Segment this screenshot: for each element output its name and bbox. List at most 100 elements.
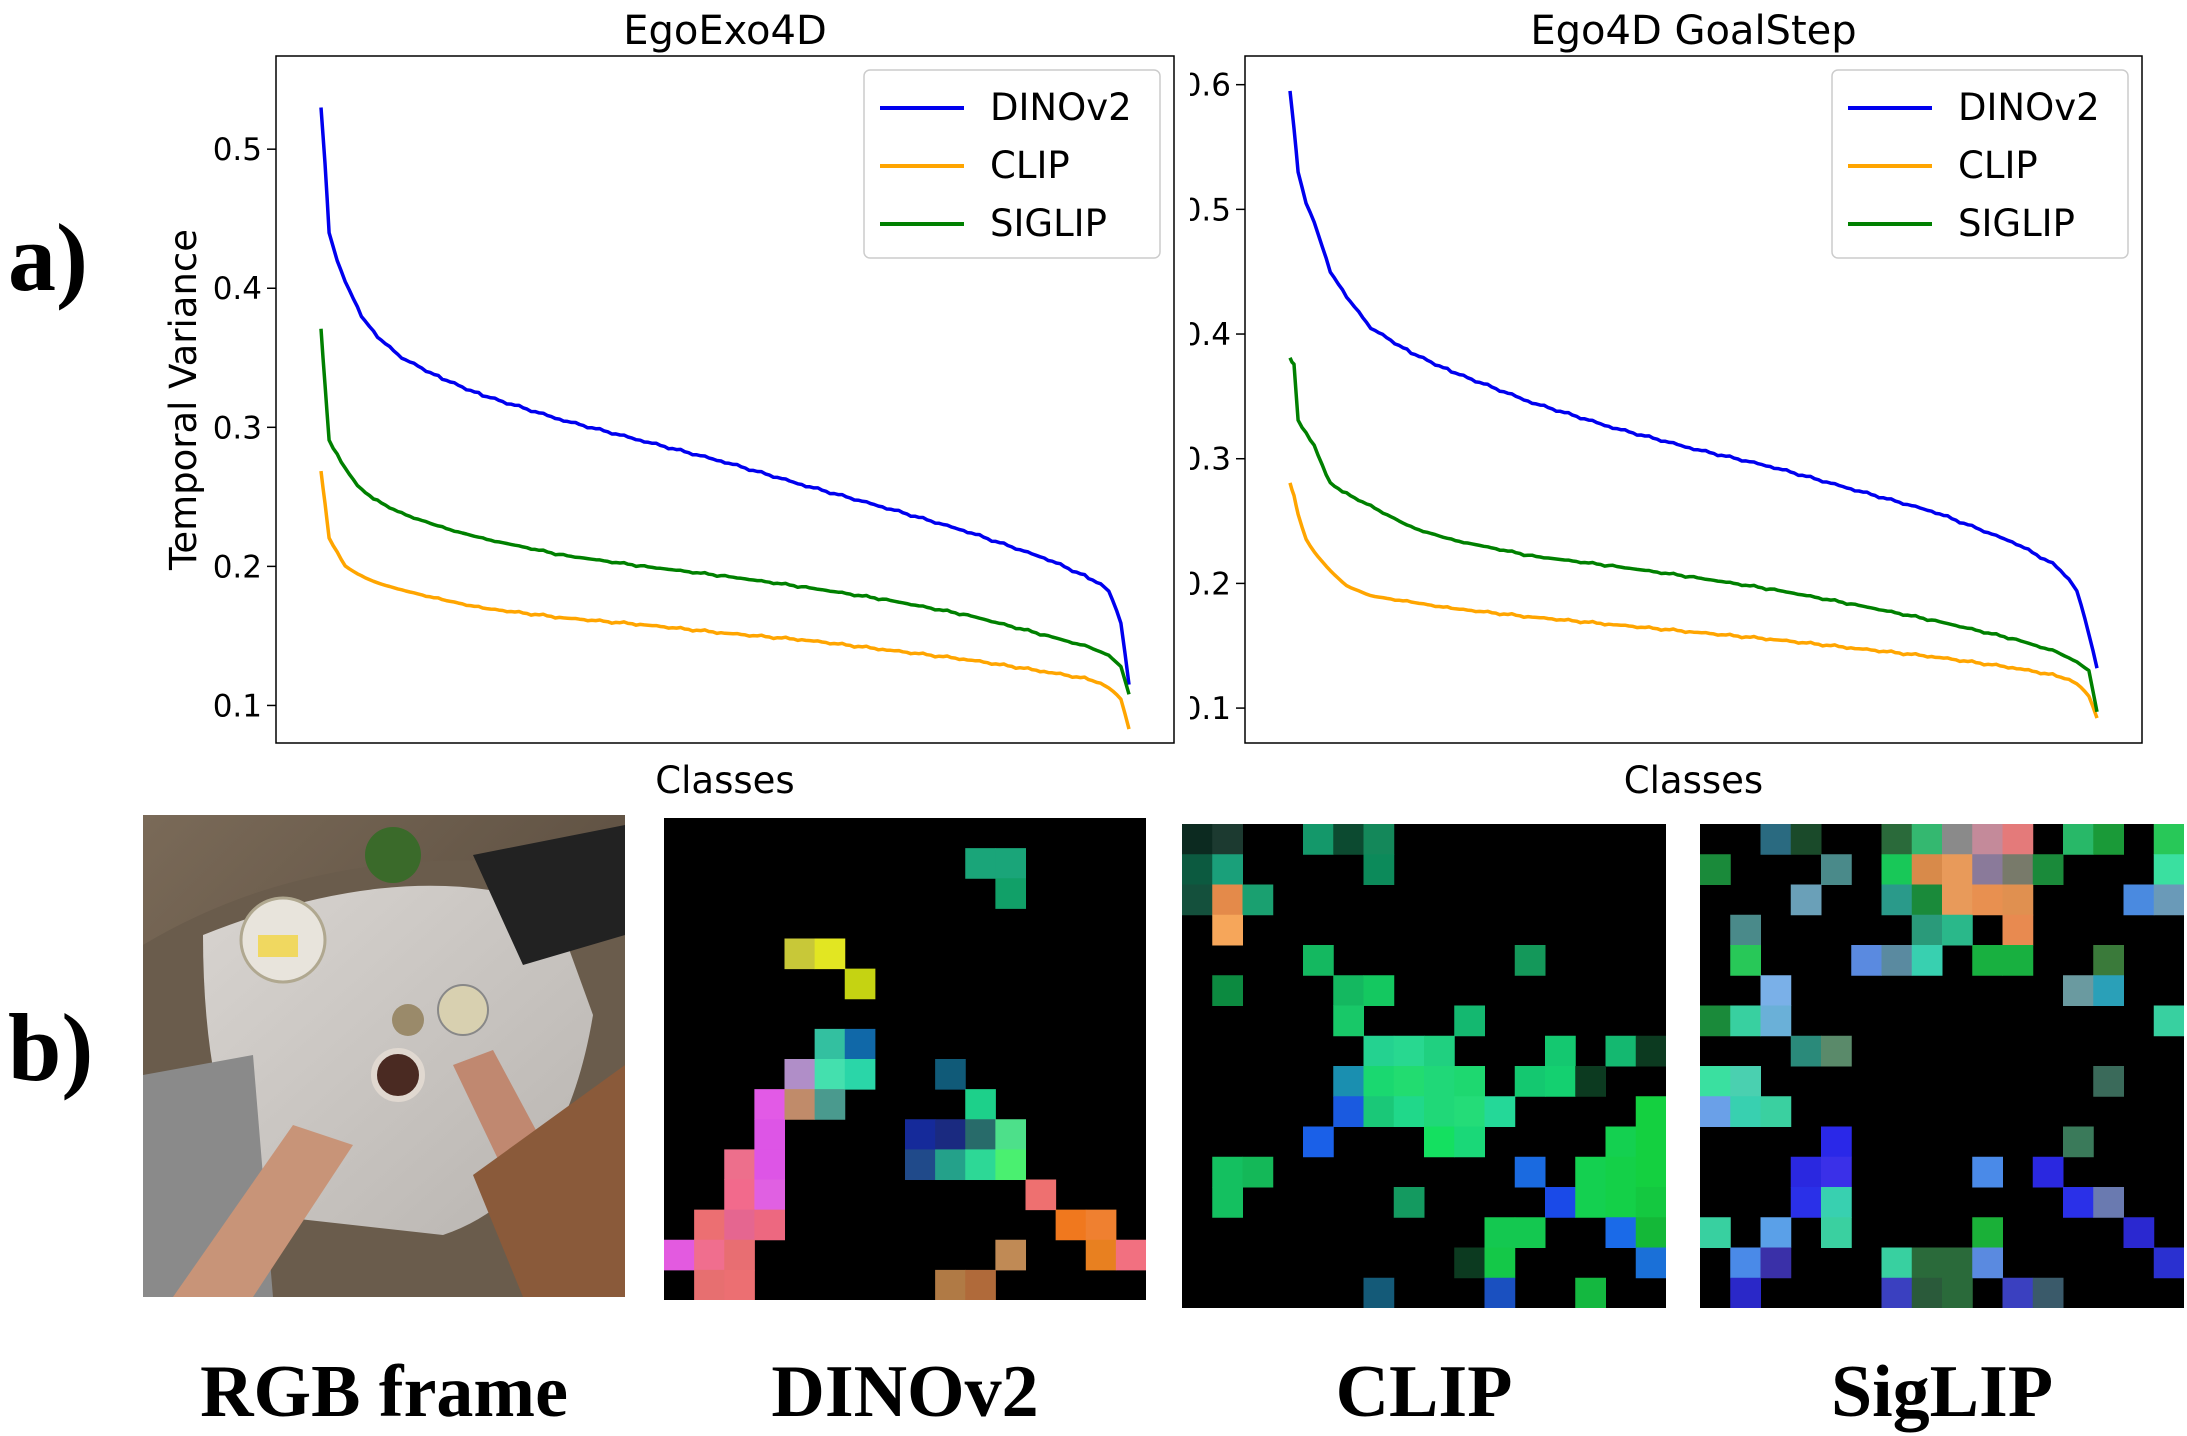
feature-cell [1972,945,2003,976]
feature-cell [724,1269,755,1300]
feature-cell [2123,1217,2155,1248]
feature-cell [1514,1066,1546,1097]
feature-cell [814,1059,846,1090]
y-tick-label: 0.1 [1190,691,1231,727]
feature-cell [905,1119,936,1150]
feature-cell [1393,1096,1425,1127]
feature-cell [965,848,996,879]
feature-cell [724,1209,755,1241]
caption-dinov2: DINOv2 [771,1351,1039,1433]
feature-cell [2063,1126,2094,1158]
siglip-feature-panel [1700,824,2184,1308]
feature-cell [2153,854,2184,885]
feature-cell [935,1269,966,1300]
feature-cell [1911,884,1943,916]
feature-cell [965,1089,996,1120]
feature-cell [1085,1239,1117,1271]
feature-cell [1760,1096,1792,1127]
series-line-siglip [1288,357,2099,713]
feature-cell [1881,945,1913,976]
feature-cell [1303,1126,1334,1158]
feature-cell [1363,1035,1395,1067]
feature-cell [2153,1005,2184,1037]
feature-cell [1972,1217,2003,1248]
legend-label-clip: CLIP [1958,144,2038,187]
feature-cell [1635,1126,1666,1158]
feature-cell [1821,854,1852,885]
feature-cell [1454,1126,1485,1158]
feature-cell [1911,824,1943,855]
feature-cell [814,1028,846,1060]
feature-cell [1942,914,1973,946]
feature-cell [1363,1066,1395,1097]
feature-cell [1484,1217,1516,1248]
feature-cell [844,968,876,1000]
series-line-clip [1288,482,2099,719]
feature-cell [784,1059,816,1090]
feature-cell [1942,1277,1973,1308]
feature-cell [1115,1239,1146,1271]
legend-box [1831,69,2129,259]
feature-cell [1212,884,1243,916]
feature-cell [2093,824,2124,855]
feature-cell [935,1149,966,1181]
feature-cell [1635,1247,1666,1279]
y-tick-label: 0.6 [1190,68,1231,104]
feature-cell [1790,1156,1822,1188]
feature-cell [754,1089,786,1120]
clip-feature-panel [1182,824,1666,1308]
feature-cell [1730,1096,1761,1127]
feature-cell [1454,1066,1485,1097]
feature-cell [1821,1217,1852,1248]
feature-cell [1700,1096,1731,1127]
feature-cell [2002,945,2034,976]
feature-cell [1911,945,1943,976]
feature-cell [1575,1156,1606,1188]
feature-cell [1635,1035,1666,1067]
feature-cell [1635,1217,1666,1248]
feature-cell [1333,975,1364,1006]
feature-cell [2153,824,2184,855]
feature-cell [1972,1156,2003,1188]
feature-cell [814,1089,846,1120]
feature-cell [935,1059,966,1090]
feature-cell [995,878,1027,909]
rgb-frame-panel [143,815,625,1297]
feature-cell [1055,1209,1087,1241]
y-tick-label: 0.5 [213,132,262,168]
feature-cell [905,1149,936,1181]
feature-cell [1424,1066,1455,1097]
feature-cell [1821,1126,1852,1158]
feature-cell [1790,1035,1822,1067]
chart-egoexo4d: EgoExo4D 0.1 0.2 0.3 0.4 0.5 Classes Temporal V… [162,8,1175,800]
feature-cell [2093,1187,2124,1218]
feature-cell [1545,1187,1576,1218]
feature-cell [2093,945,2124,976]
feature-cell [1514,1156,1546,1188]
feature-cell [2002,854,2034,885]
feature-cell [1393,1035,1425,1067]
feature-cell [1605,1126,1637,1158]
feature-cell [1182,854,1213,885]
row-label-a: a) [8,204,88,311]
feature-cell [2123,884,2155,916]
feature-cell [1212,1156,1243,1188]
feature-cell [1363,975,1395,1006]
feature-cell [2063,1187,2094,1218]
feature-cell [1605,1035,1637,1067]
feature-cell [1730,1277,1761,1308]
feature-cell [1212,975,1243,1006]
feature-cell [1942,1247,1973,1279]
feature-cell [1605,1156,1637,1188]
feature-cell [1025,1179,1057,1211]
feature-cell [814,938,846,970]
plant [365,827,421,883]
row-label-b: b) [8,994,94,1101]
feature-cell [1730,1005,1761,1037]
chart-title: Ego4D GoalStep [1530,8,1856,54]
series-line-dinov2 [1288,90,2099,669]
feature-cell [2032,854,2064,885]
feature-cell [1635,1187,1666,1218]
feature-cell [1333,1005,1364,1037]
feature-cell [2093,1066,2124,1097]
